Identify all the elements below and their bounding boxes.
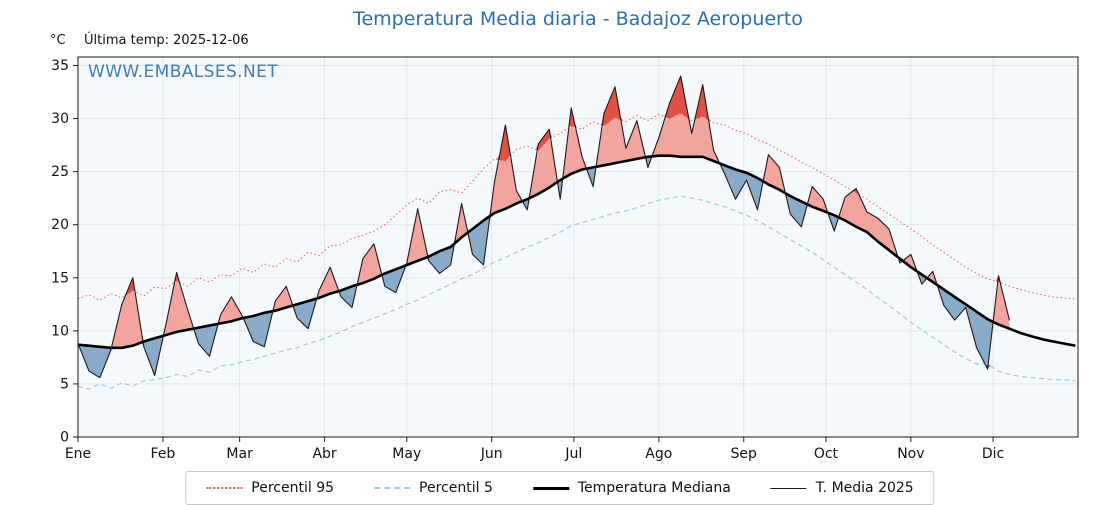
x-tick-label: Sep (731, 446, 758, 462)
legend-item-percentil95: Percentil 95 (206, 480, 334, 496)
x-tick-label: Jul (564, 446, 582, 462)
plot-border (77, 56, 1079, 438)
x-tick-label: Ago (645, 446, 672, 462)
x-tick-label: May (392, 446, 421, 462)
plot-background (78, 57, 1078, 437)
y-tick-label: 35 (51, 58, 69, 74)
x-tick-label: Ene (65, 446, 91, 462)
x-tick-label: Feb (151, 446, 176, 462)
t-media-2025-line (77, 75, 1011, 379)
x-tick-label: Nov (897, 446, 924, 462)
temperatura-mediana-line (77, 154, 1076, 350)
y-tick-label: 25 (51, 164, 69, 180)
legend-line-percentil5-icon (374, 487, 411, 489)
y-axis-unit-label: °C (50, 33, 66, 48)
legend-label-media2025: T. Media 2025 (815, 480, 914, 496)
x-tick-label: Oct (814, 446, 839, 462)
y-tick-label: 5 (60, 376, 69, 392)
y-tick-label: 15 (51, 270, 69, 286)
x-tick-label: Jun (480, 446, 503, 462)
y-tick-label: 20 (51, 217, 69, 233)
x-tick-label: Mar (226, 446, 253, 462)
axis-labels: 0 5 10 15 20 25 30 35 Ene Feb Mar Abr May Jun Jul Ago Se… (51, 58, 1004, 462)
percentil5-line (77, 195, 1076, 390)
legend: Percentil 95 Percentil 5 Temperatura Med… (185, 471, 935, 505)
legend-line-media2025-icon (770, 487, 807, 489)
legend-label-percentil95: Percentil 95 (251, 480, 335, 496)
gridlines (78, 57, 1078, 437)
legend-label-mediana: Temperatura Mediana (577, 480, 731, 496)
y-tick-label: 10 (51, 323, 69, 339)
watermark: WWW.EMBALSES.NET (88, 62, 279, 82)
y-tick-label: 0 (60, 430, 69, 446)
legend-item-percentil5: Percentil 5 (374, 480, 493, 496)
legend-label-percentil5: Percentil 5 (419, 480, 493, 496)
percentil95-line (77, 112, 1076, 301)
legend-line-percentil95-icon (206, 487, 243, 489)
legend-item-media2025: T. Media 2025 (770, 480, 914, 496)
axis-ticks (73, 64, 994, 442)
chart-title: Temperatura Media diaria - Badajoz Aerop… (353, 8, 803, 30)
fill-above-median (78, 113, 1010, 348)
x-tick-label: Dic (982, 446, 1004, 462)
last-temp-label: Última temp: 2025-12-06 (84, 33, 249, 48)
legend-line-mediana-icon (532, 486, 569, 490)
x-tick-label: Abr (312, 446, 336, 462)
y-tick-label: 30 (51, 111, 69, 127)
legend-item-mediana: Temperatura Mediana (532, 480, 731, 496)
